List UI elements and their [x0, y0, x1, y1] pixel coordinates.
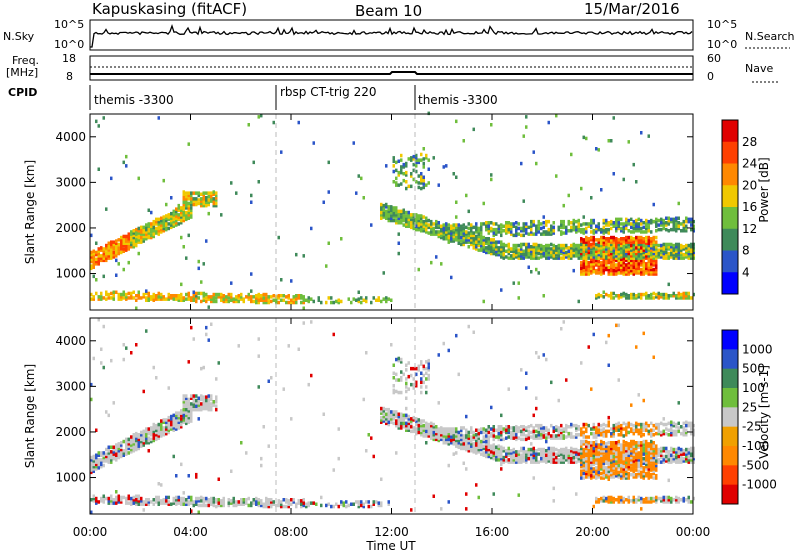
time-tick-label: 04:00	[173, 525, 208, 539]
date-title: 15/Mar/2016	[584, 0, 680, 18]
velocity-colorbar: 1000 500 100 25 -25 -100 -500 -1000	[721, 329, 777, 505]
time-tick-label: 12:00	[374, 525, 409, 539]
range-tick-label: 2000	[55, 425, 86, 439]
nave-tick-bottom: 0	[707, 70, 714, 83]
colorbar-tick-label: 24	[742, 157, 757, 171]
noise-right-tick-bottom: 10^0	[707, 38, 737, 51]
power-y-axis: 1000 2000 3000 4000	[55, 130, 693, 281]
colorbar-tick-label: 12	[742, 222, 757, 236]
noise-left-tick-bottom: 10^0	[54, 38, 84, 51]
freq-panel: Freq. [MHz] 18 8 60 0 Nave	[6, 52, 778, 83]
time-tick-label: 16:00	[475, 525, 510, 539]
cpid-segment-2: rbsp CT-trig 220	[280, 85, 376, 99]
cpid-label: CPID	[8, 86, 37, 99]
time-tick-label: 00:00	[676, 525, 711, 539]
noise-left-tick-top: 10^5	[54, 18, 84, 31]
freq-label-top: Freq.	[12, 54, 39, 67]
velocity-y-label: Slant Range [km]	[23, 364, 37, 468]
colorbar-tick-label: 28	[742, 135, 757, 149]
velocity-colorbar-label: Velocity [m s-1]	[757, 365, 771, 459]
colorbar-tick-label: 16	[742, 200, 757, 214]
time-tick-label: 20:00	[575, 525, 610, 539]
noise-right-tick-top: 10^5	[707, 18, 737, 31]
noise-left-label: N.Sky	[3, 30, 35, 43]
range-tick-label: 4000	[55, 130, 86, 144]
cpid-segment-1: themis -3300	[94, 93, 174, 107]
power-colorbar: 28 24 20 16 12 8 4	[721, 119, 757, 295]
station-title: Kapuskasing (fitACF)	[92, 0, 247, 18]
freq-trace	[90, 71, 693, 75]
power-y-label: Slant Range [km]	[23, 160, 37, 264]
colorbar-tick-label: 1000	[742, 342, 773, 356]
freq-label-bottom: [MHz]	[6, 66, 38, 79]
freq-tick-bottom: 8	[66, 70, 73, 83]
range-tick-label: 3000	[55, 175, 86, 189]
colorbar-tick-label: -500	[742, 458, 769, 472]
velocity-y-axis: 1000 2000 3000 4000	[55, 334, 693, 485]
velocity-heatmap-cells	[90, 317, 695, 514]
time-axis: 00:00 04:00 08:00 12:00 16:00 20:00 00:00	[73, 114, 711, 539]
time-tick-label: 08:00	[274, 525, 309, 539]
nave-label: Nave	[745, 62, 773, 75]
power-heatmap-cells	[90, 111, 695, 310]
range-tick-label: 4000	[55, 334, 86, 348]
colorbar-tick-label: -100	[742, 439, 769, 453]
colorbar-tick-label: 25	[742, 400, 757, 414]
colorbar-tick-label: 500	[742, 362, 765, 376]
colorbar-tick-label: 4	[742, 265, 750, 279]
cpid-panel: CPID themis -3300 rbsp CT-trig 220 themi…	[8, 85, 498, 110]
freq-tick-top: 18	[62, 52, 76, 65]
power-colorbar-label: Power [dB]	[757, 157, 771, 222]
colorbar-tick-label: 100	[742, 381, 765, 395]
cpid-segment-3: themis -3300	[418, 93, 498, 107]
range-tick-label: 1000	[55, 267, 86, 281]
velocity-panel: 1000 2000 3000 4000 Slant Range [km] 1000 50…	[23, 317, 777, 515]
colorbar-tick-label: 20	[742, 178, 757, 192]
colorbar-tick-label: -1000	[742, 478, 777, 492]
noise-trace	[90, 23, 693, 48]
range-tick-label: 1000	[55, 471, 86, 485]
range-tick-label: 2000	[55, 221, 86, 235]
time-tick-label: 00:00	[73, 525, 108, 539]
colorbar-tick-label: 8	[742, 244, 750, 258]
x-axis-label: Time UT	[365, 539, 416, 553]
range-tick-label: 3000	[55, 379, 86, 393]
power-panel: 1000 2000 3000 4000 Slant Range [km] 28 24 20…	[23, 111, 771, 311]
noise-right-label: N.Search	[745, 30, 795, 43]
noise-panel: N.Sky 10^5 10^0 10^5 10^0 N.Search	[3, 18, 795, 51]
beam-title: Beam 10	[355, 2, 422, 20]
colorbar-tick-label: -25	[742, 420, 762, 434]
nave-tick-top: 60	[707, 52, 721, 65]
